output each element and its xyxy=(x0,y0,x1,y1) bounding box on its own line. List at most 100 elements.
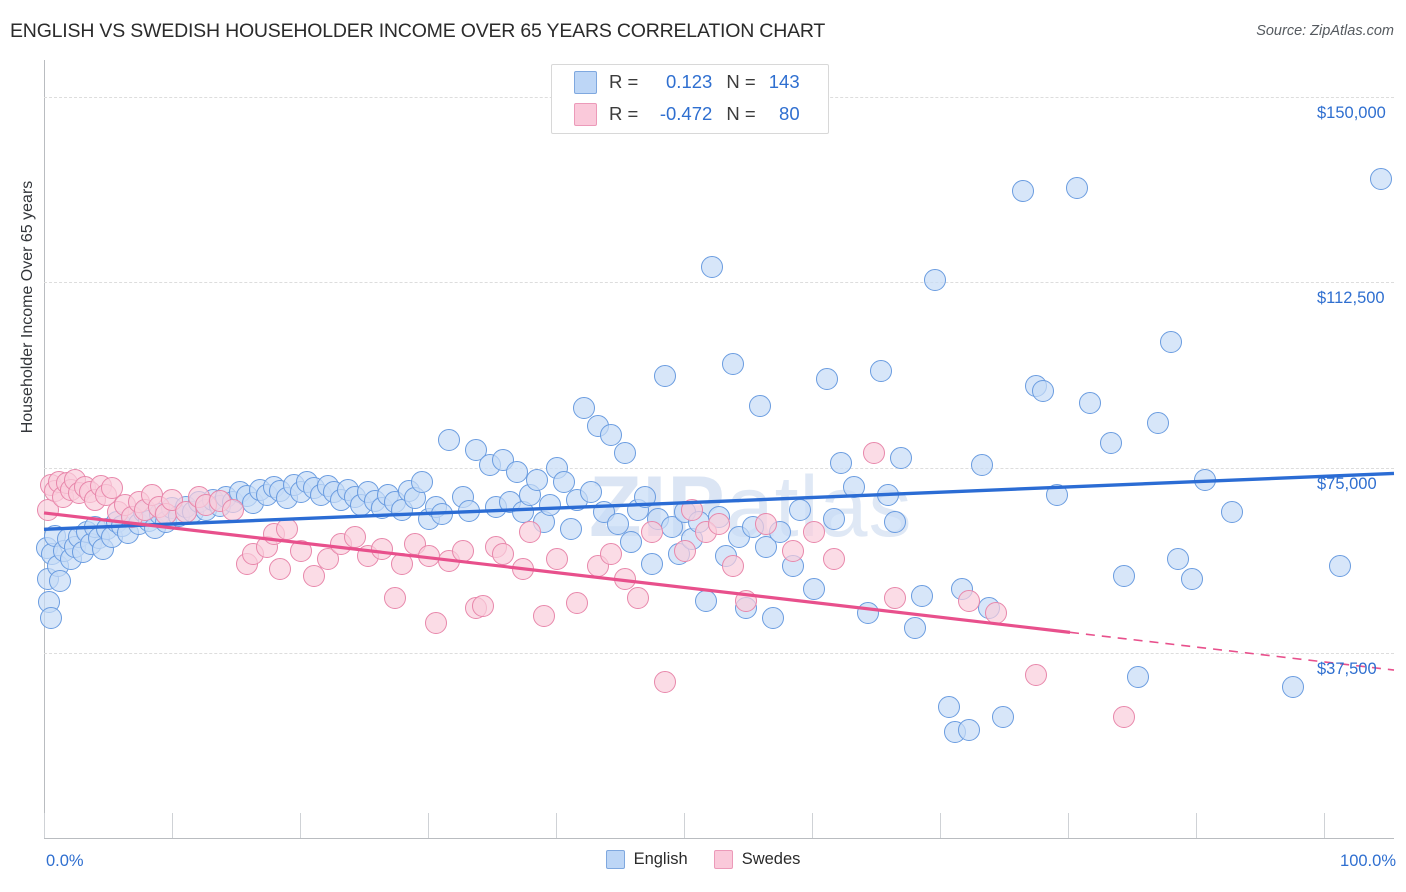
scatter-point-en[interactable] xyxy=(654,365,676,388)
scatter-point-en[interactable] xyxy=(1369,167,1392,190)
y-axis-tick-label: $150,000 xyxy=(1317,104,1386,123)
scatter-point-en[interactable] xyxy=(1329,555,1351,578)
swedes-legend-swatch-icon xyxy=(713,850,733,869)
scatter-point-sw[interactable] xyxy=(600,542,622,565)
scatter-point-en[interactable] xyxy=(438,429,460,452)
scatter-point-en[interactable] xyxy=(525,468,548,491)
english-legend-swatch-icon xyxy=(605,850,625,869)
scatter-point-en[interactable] xyxy=(843,476,865,499)
scatter-point-en[interactable] xyxy=(600,424,622,447)
x-axis-line xyxy=(44,838,1394,839)
scatter-point-en[interactable] xyxy=(1065,177,1088,200)
scatter-point-en[interactable] xyxy=(910,584,933,607)
scatter-point-en[interactable] xyxy=(640,552,663,575)
scatter-point-sw[interactable] xyxy=(721,555,744,578)
scatter-point-en[interactable] xyxy=(1180,567,1203,590)
scatter-point-sw[interactable] xyxy=(303,565,325,588)
scatter-point-sw[interactable] xyxy=(674,540,697,563)
scatter-point-en[interactable] xyxy=(1011,179,1034,202)
scatter-point-en[interactable] xyxy=(606,513,629,536)
scatter-point-en[interactable] xyxy=(620,530,643,553)
scatter-point-en[interactable] xyxy=(822,508,845,531)
source-attribution: Source: ZipAtlas.com xyxy=(1256,23,1394,39)
x-axis-tick xyxy=(299,813,301,838)
scatter-point-en[interactable] xyxy=(1113,565,1135,588)
scatter-point-sw[interactable] xyxy=(316,547,339,570)
scatter-point-en[interactable] xyxy=(816,367,838,390)
scatter-point-en[interactable] xyxy=(748,394,771,417)
scatter-point-en[interactable] xyxy=(1160,330,1183,353)
scatter-point-en[interactable] xyxy=(1146,412,1169,435)
scatter-point-sw[interactable] xyxy=(654,671,676,694)
scatter-point-en[interactable] xyxy=(883,510,906,533)
scatter-point-en[interactable] xyxy=(411,471,433,494)
scatter-point-en[interactable] xyxy=(701,256,724,279)
scatter-point-en[interactable] xyxy=(829,451,852,474)
x-axis-tick xyxy=(811,813,813,838)
scatter-point-sw[interactable] xyxy=(782,540,805,563)
scatter-point-en[interactable] xyxy=(552,471,575,494)
scatter-point-sw[interactable] xyxy=(708,513,730,536)
scatter-point-sw[interactable] xyxy=(289,540,312,563)
scatter-point-sw[interactable] xyxy=(384,587,406,610)
scatter-point-sw[interactable] xyxy=(370,538,393,561)
gridline xyxy=(44,652,1394,654)
scatter-point-sw[interactable] xyxy=(100,477,123,500)
scatter-point-en[interactable] xyxy=(1281,676,1304,699)
scatter-point-en[interactable] xyxy=(762,607,784,630)
scatter-point-en[interactable] xyxy=(1099,431,1122,454)
scatter-point-en[interactable] xyxy=(802,577,825,600)
scatter-point-en[interactable] xyxy=(957,719,980,742)
scatter-point-en[interactable] xyxy=(870,360,892,383)
scatter-point-sw[interactable] xyxy=(519,520,541,543)
y-axis-title: Householder Income Over 65 years xyxy=(19,180,36,434)
scatter-point-en[interactable] xyxy=(573,397,595,420)
scatter-point-en[interactable] xyxy=(924,268,946,291)
scatter-point-sw[interactable] xyxy=(802,520,825,543)
scatter-point-sw[interactable] xyxy=(492,542,514,565)
scatter-point-sw[interactable] xyxy=(640,520,663,543)
scatter-point-sw[interactable] xyxy=(627,587,649,610)
scatter-point-en[interactable] xyxy=(1126,666,1149,689)
scatter-point-sw[interactable] xyxy=(343,525,366,548)
scatter-point-en[interactable] xyxy=(465,439,487,462)
scatter-point-sw[interactable] xyxy=(1025,663,1048,686)
scatter-point-sw[interactable] xyxy=(957,589,980,612)
y-axis-tick-label: $37,500 xyxy=(1317,659,1377,678)
scatter-point-sw[interactable] xyxy=(1113,705,1135,728)
scatter-point-en[interactable] xyxy=(971,454,994,477)
scatter-point-en[interactable] xyxy=(49,570,72,593)
scatter-point-sw[interactable] xyxy=(863,441,886,464)
english-r-label: R = xyxy=(609,71,639,92)
scatter-point-en[interactable] xyxy=(613,441,636,464)
scatter-point-en[interactable] xyxy=(505,461,528,484)
scatter-point-sw[interactable] xyxy=(532,604,555,627)
scatter-point-en[interactable] xyxy=(755,535,778,558)
scatter-point-en[interactable] xyxy=(937,696,960,719)
scatter-point-sw[interactable] xyxy=(471,594,494,617)
scatter-point-en[interactable] xyxy=(1221,500,1243,523)
scatter-point-en[interactable] xyxy=(890,446,913,469)
scatter-point-en[interactable] xyxy=(903,617,926,640)
scatter-point-sw[interactable] xyxy=(269,557,292,580)
legend-item-english[interactable]: English xyxy=(605,850,688,869)
scatter-point-en[interactable] xyxy=(39,607,62,630)
scatter-point-sw[interactable] xyxy=(822,547,845,570)
scatter-point-en[interactable] xyxy=(1167,547,1189,570)
scatter-point-en[interactable] xyxy=(1079,392,1102,415)
scatter-point-en[interactable] xyxy=(579,481,602,504)
scatter-point-en[interactable] xyxy=(1032,379,1054,402)
legend-item-swedes[interactable]: Swedes xyxy=(713,850,800,869)
scatter-point-sw[interactable] xyxy=(546,547,568,570)
scatter-point-sw[interactable] xyxy=(883,587,906,610)
x-axis-tick xyxy=(427,813,429,838)
gridline xyxy=(44,467,1394,469)
trend-lines xyxy=(43,471,1395,671)
scatter-point-sw[interactable] xyxy=(424,612,447,635)
scatter-point-en[interactable] xyxy=(991,705,1014,728)
scatter-point-en[interactable] xyxy=(721,352,744,375)
scatter-point-sw[interactable] xyxy=(566,592,589,615)
scatter-point-sw[interactable] xyxy=(755,513,778,536)
scatter-point-en[interactable] xyxy=(559,518,582,541)
